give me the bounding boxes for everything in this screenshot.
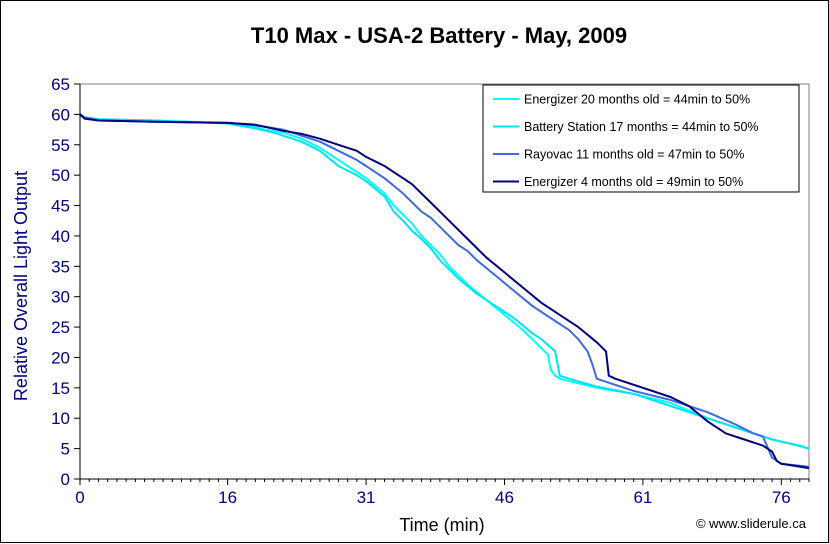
y-tick-label: 20 (51, 348, 70, 367)
x-axis-title: Time (min) (399, 515, 484, 535)
y-tick-label: 55 (51, 136, 70, 155)
y-tick-label: 50 (51, 166, 70, 185)
x-tick-label: 16 (218, 488, 237, 507)
y-tick-label: 15 (51, 379, 70, 398)
x-tick-label: 31 (357, 488, 376, 507)
x-axis: 0 16 31 46 61 76 (75, 478, 810, 507)
legend-label-3: Rayovac 11 months old = 47min to 50% (524, 148, 744, 162)
y-tick-label: 5 (61, 440, 70, 459)
legend: Energizer 20 months old = 44min to 50% Ba… (482, 84, 800, 193)
y-tick-label: 40 (51, 227, 70, 246)
y-tick-label: 65 (51, 75, 70, 94)
legend-box (482, 84, 800, 193)
y-tick-label: 10 (51, 409, 70, 428)
x-tick-label: 0 (75, 488, 84, 507)
legend-label-1: Energizer 20 months old = 44min to 50% (524, 93, 750, 107)
series-line-4 (79, 113, 810, 470)
legend-label-4: Energizer 4 months old = 49min to 50% (524, 175, 743, 189)
x-tick-label: 76 (772, 488, 791, 507)
y-tick-label: 45 (51, 197, 70, 216)
x-tick-label: 61 (633, 488, 652, 507)
y-tick-label: 25 (51, 318, 70, 337)
series-line-2 (79, 113, 810, 450)
y-axis-title: Relative Overall Light Output (11, 171, 31, 401)
legend-label-2: Battery Station 17 months = 44min to 50% (524, 120, 759, 134)
y-tick-label: 60 (51, 105, 70, 124)
x-tick-label: 46 (495, 488, 514, 507)
credit-text: © www.sliderule.ca (696, 516, 807, 531)
chart-title: T10 Max - USA-2 Battery - May, 2009 (251, 23, 627, 48)
y-tick-label: 30 (51, 288, 70, 307)
y-axis: 0 5 10 15 20 25 30 35 40 45 50 55 60 65 (51, 75, 81, 489)
y-tick-label: 35 (51, 257, 70, 276)
series-lines (79, 113, 810, 470)
y-tick-label: 0 (61, 470, 70, 489)
